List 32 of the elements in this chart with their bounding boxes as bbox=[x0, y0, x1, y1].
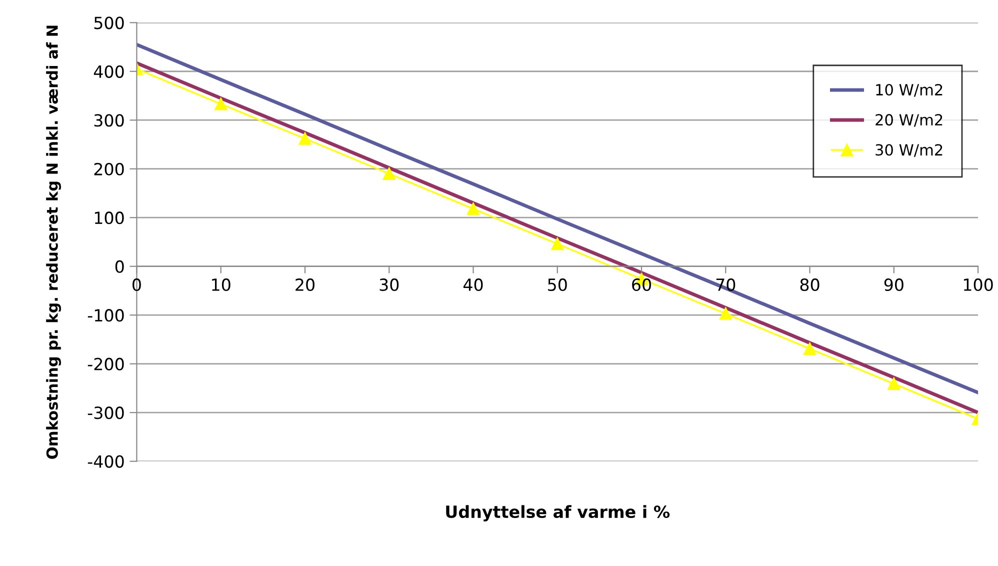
legend-label: 10 W/m2 bbox=[876, 84, 942, 97]
point bbox=[298, 132, 312, 145]
x-tick-label: 90 bbox=[884, 278, 904, 292]
x-tick-label: 0 bbox=[132, 278, 141, 292]
x-tick-label: 80 bbox=[800, 278, 820, 292]
legend-label: 30 W/m2 bbox=[876, 144, 942, 157]
x-tick-label: 20 bbox=[296, 278, 314, 292]
point bbox=[888, 378, 900, 390]
x-axis-title: Udnyttelse af varme i % bbox=[446, 505, 670, 522]
x-tick-label: 50 bbox=[548, 278, 567, 292]
y-tick-label: 500 bbox=[94, 16, 124, 30]
x-tick-label: 30 bbox=[380, 278, 399, 292]
y-tick-label: 200 bbox=[94, 162, 124, 176]
y-tick-label: 400 bbox=[94, 65, 124, 78]
x-tick-label: 40 bbox=[463, 278, 483, 292]
x-tick-label: 100 bbox=[964, 278, 993, 292]
y-tick-label: 0 bbox=[115, 260, 124, 273]
legend-label: 20 W/m2 bbox=[876, 114, 942, 127]
y-tick-label: -400 bbox=[88, 455, 124, 468]
point bbox=[382, 167, 396, 180]
point bbox=[804, 342, 816, 355]
y-tick-label: -300 bbox=[88, 406, 124, 420]
point bbox=[719, 307, 732, 320]
y-tick-label: 100 bbox=[94, 212, 124, 224]
point bbox=[551, 238, 564, 250]
point bbox=[467, 202, 480, 216]
point bbox=[214, 98, 228, 110]
x-tick-label: 10 bbox=[212, 278, 230, 292]
y-tick-label: -200 bbox=[88, 358, 124, 370]
y-tick-label: 300 bbox=[94, 114, 124, 127]
y-axis-title: Omkostning pr. kg. reduceret kg N inkl. værdi af N bbox=[46, 26, 62, 459]
y-tick-label: -100 bbox=[88, 309, 124, 322]
